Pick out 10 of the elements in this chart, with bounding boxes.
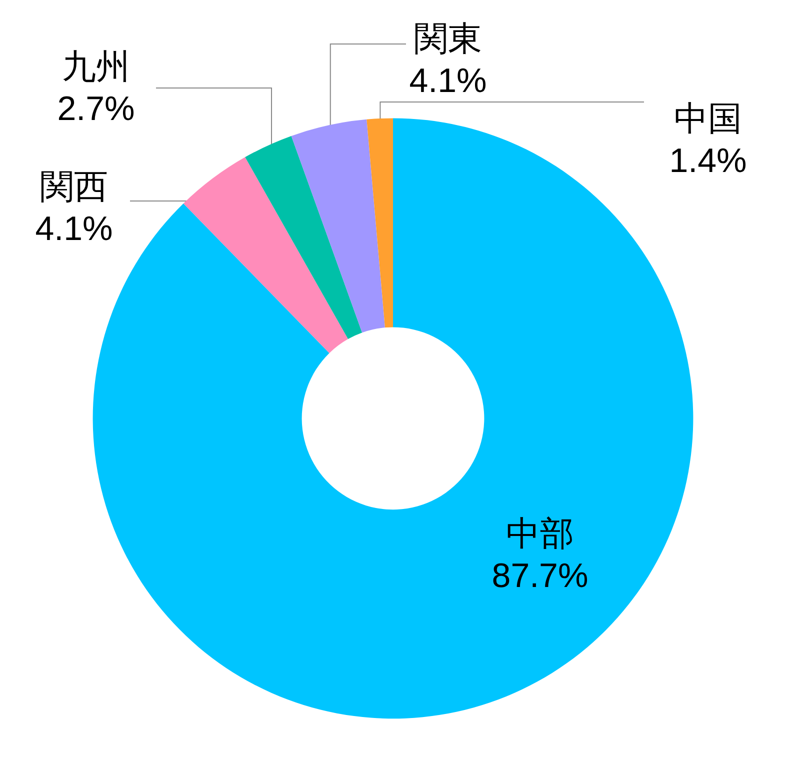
slice-label: 関東 — [414, 20, 482, 58]
data-label: 2.7% — [57, 90, 135, 128]
data-label: 1.4% — [669, 142, 747, 180]
data-label: 4.1% — [35, 210, 113, 248]
slice-label: 関西 — [40, 168, 108, 206]
data-label: 87.7% — [492, 557, 588, 595]
slice-label: 中部 — [506, 515, 574, 553]
data-label: 4.1% — [409, 62, 487, 100]
slice-label: 九州 — [62, 48, 130, 86]
slice-label: 中国 — [674, 100, 742, 138]
